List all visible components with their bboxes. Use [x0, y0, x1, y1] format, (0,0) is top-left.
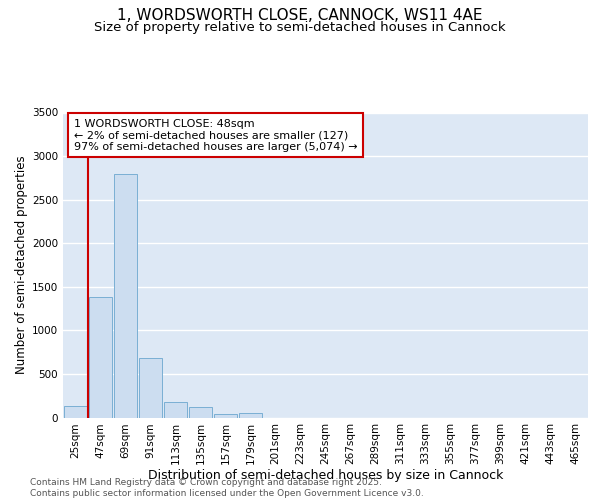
Bar [139, 358, 162, 418]
Bar [89, 297, 112, 418]
Text: 1 WORDSWORTH CLOSE: 48sqm
← 2% of semi-detached houses are smaller (127)
97% of : 1 WORDSWORTH CLOSE: 48sqm ← 2% of semi-d… [74, 118, 357, 152]
X-axis label: Distribution of semi-detached houses by size in Cannock: Distribution of semi-detached houses by … [148, 468, 503, 481]
Bar [164, 402, 187, 417]
Text: 1, WORDSWORTH CLOSE, CANNOCK, WS11 4AE: 1, WORDSWORTH CLOSE, CANNOCK, WS11 4AE [117, 8, 483, 22]
Text: Contains HM Land Registry data © Crown copyright and database right 2025.
Contai: Contains HM Land Registry data © Crown c… [30, 478, 424, 498]
Y-axis label: Number of semi-detached properties: Number of semi-detached properties [15, 156, 28, 374]
Bar [114, 174, 137, 418]
Bar [189, 408, 212, 418]
Bar [239, 412, 262, 418]
Bar [214, 414, 237, 418]
Text: Size of property relative to semi-detached houses in Cannock: Size of property relative to semi-detach… [94, 21, 506, 34]
Bar [64, 406, 87, 418]
